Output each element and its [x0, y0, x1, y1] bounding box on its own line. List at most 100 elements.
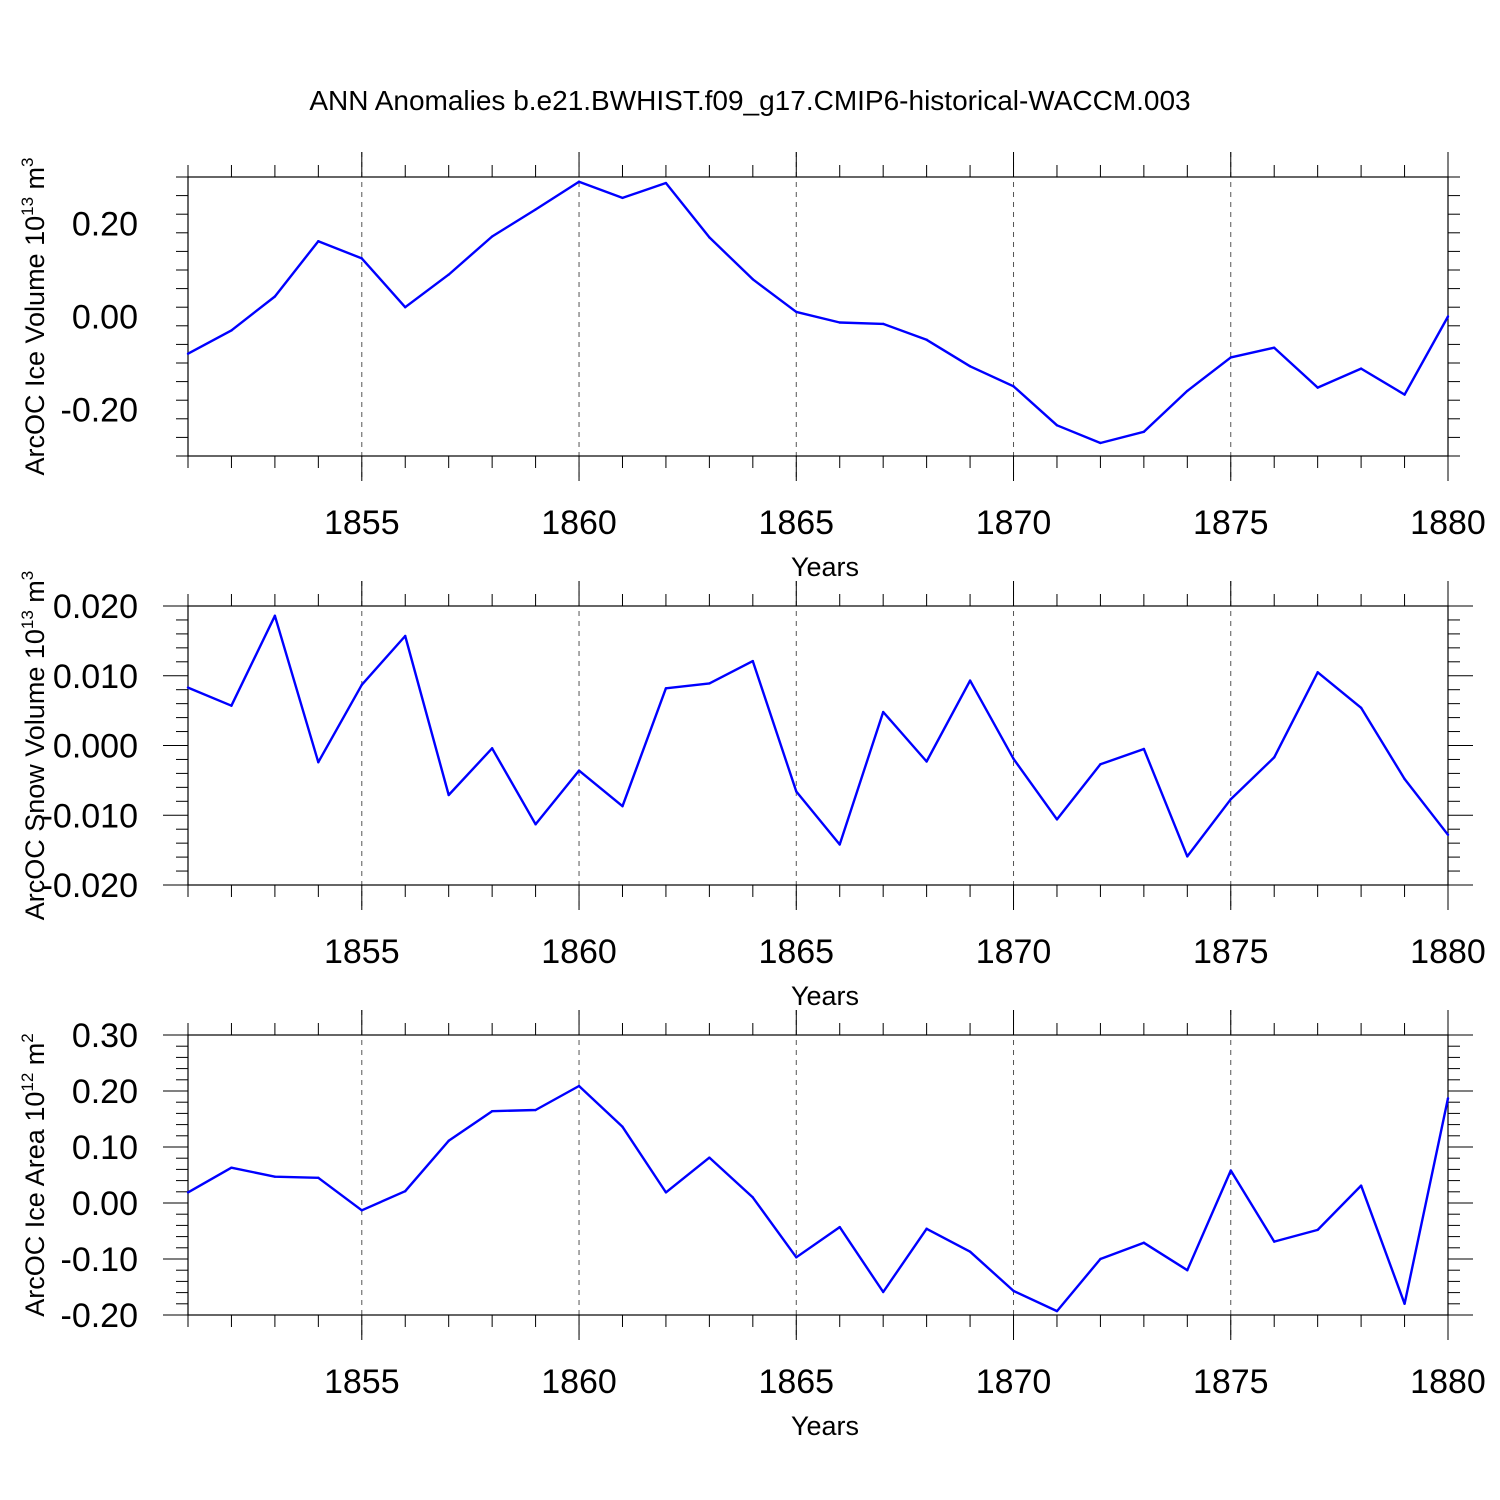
snow-volume-data-point — [230, 704, 233, 707]
snow-volume-data-point — [1142, 747, 1146, 751]
snow-volume-plot-frame — [187, 605, 1449, 886]
ice-volume-x-tick-label: 1880 — [1410, 504, 1486, 542]
snow-volume-data-point — [1316, 671, 1319, 674]
ice-area-y-tick-label: -0.10 — [61, 1241, 139, 1279]
ice-volume-y-tick-label: 0.00 — [72, 299, 138, 337]
ice-area-data-point — [1273, 1240, 1276, 1243]
snow-volume-data-point — [1446, 833, 1450, 836]
ice-area-data-point — [273, 1175, 277, 1178]
ice-volume-data-point — [1055, 424, 1059, 427]
snow-volume-data-point — [1186, 855, 1189, 858]
snow-volume-y-tick-label: -0.010 — [42, 797, 138, 835]
ice-volume-data-point — [447, 273, 450, 276]
ice-area-x-tick-label: 1865 — [758, 1363, 834, 1401]
ice-area-x-tick-label: 1860 — [541, 1363, 617, 1401]
snow-volume-x-axis-title: Years — [791, 981, 859, 1011]
ice-area-series-line — [187, 1084, 1450, 1313]
ice-area-data-point — [1055, 1309, 1059, 1313]
snow-volume-data-point — [360, 683, 363, 687]
snow-volume-data-point — [664, 687, 668, 690]
ice-volume-data-point — [838, 321, 841, 324]
ice-volume-data-point — [881, 322, 885, 326]
ice-area-data-point — [621, 1125, 624, 1129]
ice-volume-data-point — [1142, 430, 1146, 434]
ice-area-x-tick-label: 1870 — [976, 1363, 1052, 1401]
ice-area-data-point — [360, 1209, 363, 1212]
snow-volume-x-tick-label: 1865 — [758, 933, 834, 971]
ice-area-plot-frame — [187, 1034, 1449, 1316]
snow-volume-data-point — [577, 769, 581, 772]
snow-volume-y-tick-label: 0.010 — [53, 658, 138, 696]
ice-volume-data-point — [708, 236, 711, 239]
ice-volume-x-tick-label: 1875 — [1193, 504, 1269, 542]
snow-volume-y-title-unit: m — [20, 580, 50, 610]
ice-area-data-point — [708, 1156, 711, 1159]
ice-volume-y-title-unit-exponent: 3 — [18, 157, 37, 166]
snow-volume-y-tick-label: 0.000 — [53, 728, 138, 766]
ice-volume-data-point — [317, 239, 320, 243]
snow-volume-x-tick-label: 1870 — [976, 933, 1052, 971]
snow-volume-data-point — [273, 614, 277, 617]
ice-volume-x-tick-label: 1855 — [324, 504, 400, 542]
ice-area-y-tick-label: 0.10 — [72, 1129, 138, 1167]
snow-volume-data-point — [534, 823, 537, 826]
ice-volume-data-point — [1229, 356, 1232, 359]
ice-area-data-point — [795, 1256, 798, 1259]
ice-volume-y-axis-title: ArcOC Ice Volume 1013 m3 — [18, 157, 50, 475]
ice-volume-x-axis-title: Years — [791, 552, 859, 582]
ice-volume-data-point — [925, 338, 928, 341]
ice-area-x-tick-label: 1880 — [1410, 1363, 1486, 1401]
ice-volume-data-point — [1273, 346, 1276, 349]
ice-area-data-point — [404, 1190, 407, 1193]
snow-volume-panel: 1855 1860 1865 1870 1875 1880 -0.020 -0.010 0.00… — [18, 571, 1486, 1011]
ice-area-data-point — [577, 1084, 581, 1088]
snow-volume-y-title-base: ArcOC Snow Volume 10 — [20, 629, 50, 920]
snow-volume-y-tick-label: 0.020 — [53, 588, 138, 626]
snow-volume-data-point — [490, 747, 494, 750]
ice-area-y-axis-title: ArcOC Ice Area 1012 m2 — [18, 1033, 50, 1317]
ice-volume-y-title-base: ArcOC Ice Volume 10 — [20, 216, 50, 476]
ice-area-data-point — [317, 1176, 320, 1180]
ice-area-x-tick-label: 1855 — [324, 1363, 400, 1401]
snow-volume-data-point — [708, 682, 711, 685]
ice-area-data-point — [1142, 1241, 1146, 1244]
ice-volume-series-line — [187, 180, 1450, 445]
ice-area-data-point — [1186, 1269, 1189, 1272]
ice-volume-data-point — [1446, 315, 1450, 318]
ice-area-data-point — [1446, 1097, 1450, 1100]
ice-volume-y-tick-label: -0.20 — [61, 392, 139, 430]
snow-volume-data-point — [1359, 706, 1363, 710]
snow-volume-data-point — [404, 634, 407, 638]
ice-volume-data-point — [621, 196, 624, 200]
ice-area-data-point — [186, 1191, 190, 1194]
ice-area-data-point — [751, 1196, 755, 1199]
ice-area-data-point — [664, 1191, 668, 1194]
snow-volume-data-point — [447, 793, 450, 797]
ice-volume-data-point — [186, 352, 190, 355]
chart-title: ANN Anomalies b.e21.BWHIST.f09_g17.CMIP6… — [309, 85, 1190, 116]
ice-volume-data-point — [1403, 393, 1406, 396]
ice-area-data-point — [838, 1225, 841, 1229]
snow-volume-y-title-exponent: 13 — [18, 610, 37, 629]
ice-volume-data-point — [1099, 441, 1102, 445]
ice-volume-data-point — [490, 235, 494, 238]
ice-area-panel: 1855 1860 1865 1870 1875 1880 -0.20 -0.10 0.00 0.… — [18, 1010, 1486, 1441]
snow-volume-data-point — [621, 804, 624, 808]
snow-volume-data-point — [186, 686, 190, 689]
snow-volume-data-point — [1099, 763, 1102, 766]
snow-volume-data-point — [925, 760, 928, 763]
ice-volume-y-title-unit: m — [20, 167, 50, 197]
ice-area-data-point — [1316, 1228, 1319, 1232]
ice-area-data-point — [1403, 1302, 1406, 1306]
ice-volume-x-tick-label: 1865 — [758, 504, 834, 542]
ice-area-x-axis-title: Years — [791, 1411, 859, 1441]
ice-volume-x-tick-label: 1860 — [541, 504, 617, 542]
snow-volume-data-point — [1229, 798, 1232, 801]
ice-area-y-title-unit: m — [20, 1043, 50, 1073]
ice-area-y-tick-label: 0.00 — [72, 1185, 138, 1223]
snow-volume-data-point — [1012, 757, 1015, 760]
snow-volume-data-point — [968, 679, 972, 682]
snow-volume-data-point — [838, 843, 841, 846]
ice-area-data-point — [1099, 1257, 1102, 1261]
